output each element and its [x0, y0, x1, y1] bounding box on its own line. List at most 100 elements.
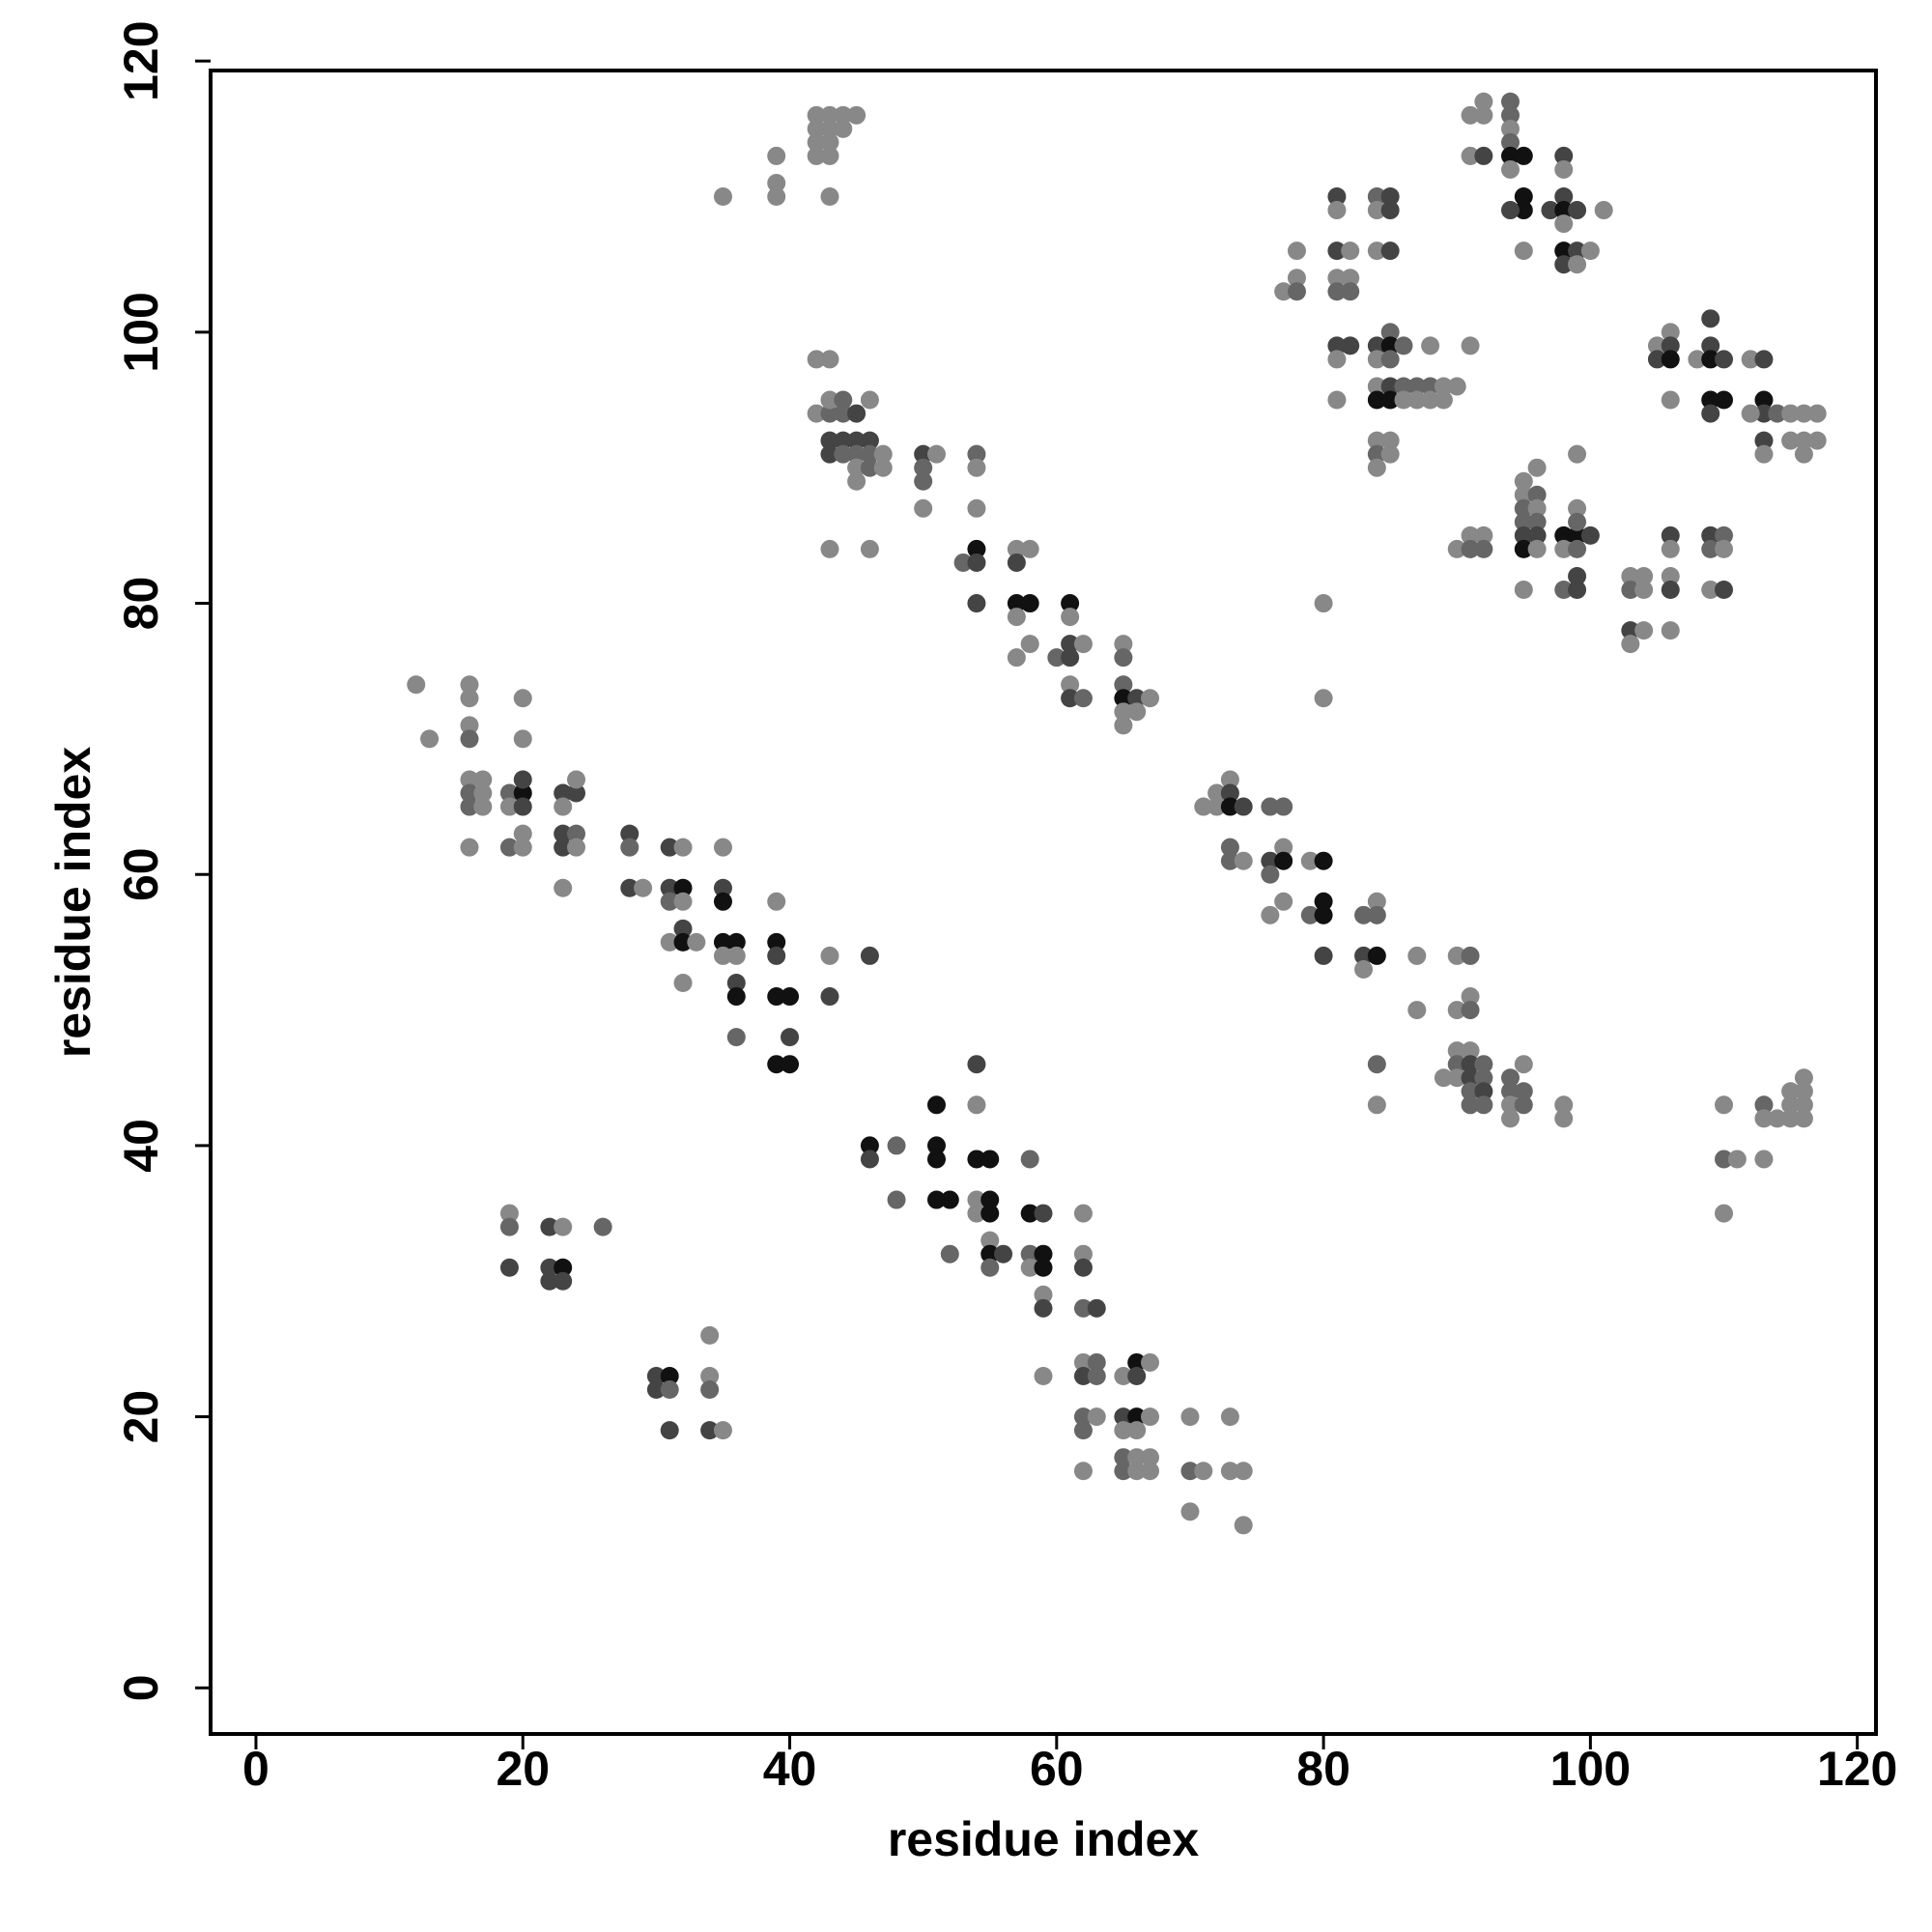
- contact-point: [1341, 269, 1360, 288]
- contact-point: [660, 1380, 679, 1400]
- contact-point: [499, 783, 519, 803]
- contact-point: [1568, 201, 1587, 220]
- contact-point: [687, 932, 706, 952]
- contact-point: [967, 553, 986, 572]
- contact-point: [1367, 1055, 1386, 1074]
- contact-point: [673, 892, 693, 911]
- contact-point: [1794, 431, 1813, 450]
- contact-point: [1474, 1055, 1493, 1074]
- contact-point: [1020, 635, 1039, 654]
- contact-point: [1541, 201, 1560, 220]
- contact-point: [1314, 892, 1333, 911]
- contact-point: [513, 824, 532, 843]
- contact-point: [1647, 350, 1666, 369]
- contact-point: [1500, 159, 1520, 179]
- contact-point: [1701, 309, 1720, 328]
- contact-point: [473, 770, 493, 789]
- contact-point: [926, 1190, 946, 1209]
- contact-point: [660, 1421, 679, 1440]
- contact-point: [1380, 336, 1400, 355]
- contact-point: [967, 444, 986, 464]
- contact-point: [1447, 539, 1466, 558]
- contact-point: [940, 1244, 959, 1264]
- contact-point: [554, 838, 573, 857]
- contact-point: [1461, 336, 1480, 355]
- x-tick-label: 60: [1030, 1742, 1084, 1796]
- contact-point: [1434, 1068, 1453, 1088]
- contact-point: [807, 146, 826, 165]
- contact-point: [1447, 1041, 1466, 1061]
- contact-point: [1367, 336, 1386, 355]
- contact-point: [726, 946, 746, 965]
- contact-point: [1661, 350, 1680, 369]
- contact-point: [1034, 1258, 1053, 1277]
- contact-point: [1500, 92, 1520, 111]
- contact-point: [1327, 282, 1347, 301]
- contact-point: [820, 431, 839, 450]
- contact-point: [1073, 1352, 1093, 1372]
- contact-point: [1527, 458, 1547, 477]
- contact-point: [807, 119, 826, 138]
- contact-point: [834, 431, 853, 450]
- contact-point: [834, 404, 853, 423]
- x-axis-title: residue index: [888, 1812, 1200, 1866]
- contact-point: [1754, 404, 1774, 423]
- contact-point: [499, 838, 519, 857]
- contact-point: [1327, 390, 1347, 410]
- contact-point: [860, 431, 879, 450]
- contact-point: [660, 932, 679, 952]
- contact-point: [1327, 187, 1347, 207]
- contact-point: [1461, 1095, 1480, 1115]
- contact-point: [1061, 608, 1080, 627]
- contact-point: [1007, 608, 1026, 627]
- contact-point: [620, 878, 639, 897]
- contact-point: [1020, 594, 1039, 613]
- x-tick-label: 0: [242, 1742, 270, 1796]
- contact-point: [967, 594, 986, 613]
- contact-point: [767, 932, 786, 952]
- contact-point: [726, 932, 746, 952]
- contact-point: [1341, 242, 1360, 261]
- contact-point: [726, 987, 746, 1007]
- contact-point: [1180, 1462, 1200, 1481]
- contact-point: [1527, 512, 1547, 531]
- contact-point: [820, 119, 839, 138]
- contact-point: [1794, 1095, 1813, 1115]
- contact-point: [1514, 1095, 1533, 1115]
- contact-point: [1568, 526, 1587, 545]
- contact-point: [1300, 905, 1320, 924]
- contact-point: [926, 444, 946, 464]
- contact-point: [767, 892, 786, 911]
- contact-point: [1007, 539, 1026, 558]
- contact-point: [1554, 242, 1574, 261]
- contact-point: [1087, 1352, 1106, 1372]
- contact-point: [1367, 201, 1386, 220]
- contact-point: [1634, 621, 1654, 640]
- contact-point: [820, 187, 839, 207]
- contact-point: [1461, 987, 1480, 1007]
- contact-point: [1661, 323, 1680, 342]
- contact-point: [1367, 187, 1386, 207]
- contact-point: [554, 1271, 573, 1291]
- contact-point: [660, 878, 679, 897]
- contact-point: [967, 539, 986, 558]
- contact-point: [593, 1217, 612, 1236]
- contact-point: [967, 1190, 986, 1209]
- contact-point: [1367, 1095, 1386, 1115]
- contact-point: [1327, 242, 1347, 261]
- contact-point: [953, 553, 973, 572]
- contact-point: [1661, 581, 1680, 600]
- contact-point: [1661, 539, 1680, 558]
- contact-point: [1514, 581, 1533, 600]
- contact-point: [1500, 146, 1520, 165]
- contact-point: [820, 444, 839, 464]
- contact-point: [1568, 512, 1587, 531]
- contact-point: [1554, 187, 1574, 207]
- contact-point: [700, 1325, 720, 1345]
- contact-point: [1554, 1109, 1574, 1128]
- contact-point: [1447, 946, 1466, 965]
- contact-point: [1580, 242, 1600, 261]
- contact-point: [1794, 1082, 1813, 1101]
- contact-point: [1461, 526, 1480, 545]
